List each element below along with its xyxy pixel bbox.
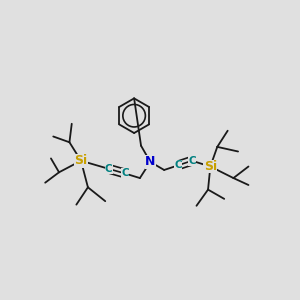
Text: C: C xyxy=(174,160,182,170)
Text: C: C xyxy=(105,164,112,174)
Text: C: C xyxy=(121,168,129,178)
Text: Si: Si xyxy=(74,154,88,167)
Text: Si: Si xyxy=(204,160,217,173)
Text: C: C xyxy=(188,156,196,166)
Text: N: N xyxy=(145,155,155,168)
